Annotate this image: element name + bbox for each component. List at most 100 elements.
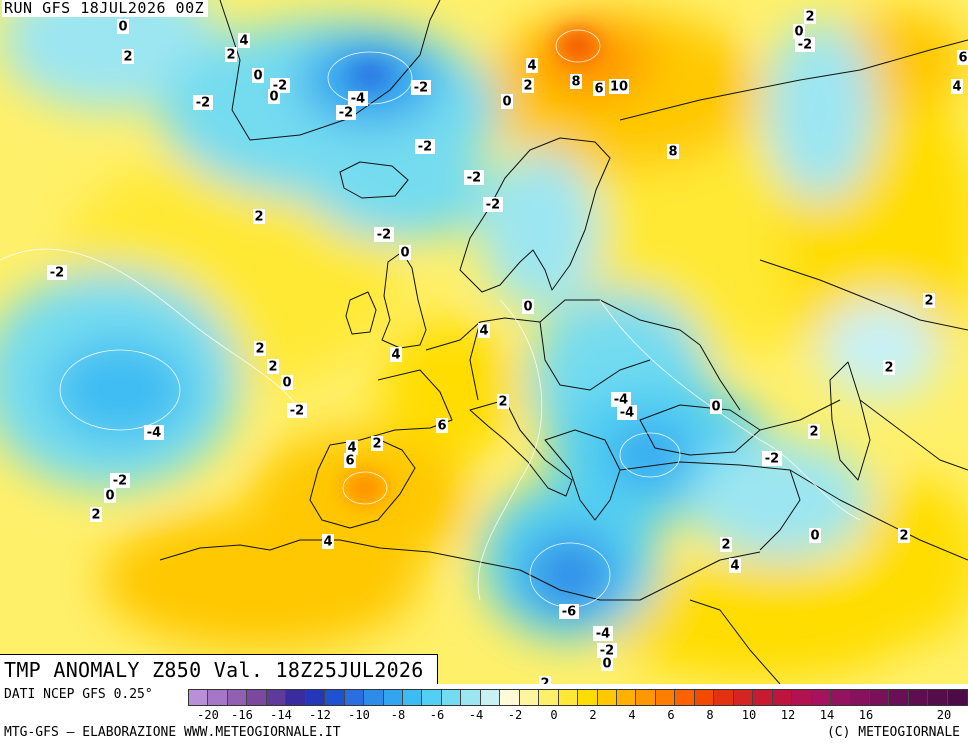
contour-label-background — [122, 49, 134, 64]
contour-value-label: -2 — [50, 266, 64, 281]
contour-label-background — [497, 394, 509, 409]
colorbar-swatch — [325, 690, 345, 705]
contour-value-label: 0 — [523, 300, 532, 315]
colorbar-swatch — [383, 690, 403, 705]
colorbar-swatch — [714, 690, 734, 705]
contour-label-background — [254, 341, 266, 356]
colorbar-tick-label: 10 — [741, 708, 757, 722]
contour-label-background — [526, 58, 538, 73]
contour-value-label: -4 — [620, 406, 634, 421]
colorbar-tick-label: -16 — [231, 708, 253, 722]
contour-label-background — [804, 9, 816, 24]
contour-value-label: 0 — [118, 20, 127, 35]
contour-label-background — [374, 227, 394, 242]
colorbar-swatch — [266, 690, 287, 705]
anomaly-map: 0 2 4 2 0 -2 -2 0 -4 -2 -2 0 4 2 8 6 10 -2 8 -2 -2 2 -2 0 -2 0 4 2 4… — [0, 0, 968, 684]
colorbar-swatch — [908, 690, 929, 705]
contour-value-label: 2 — [226, 48, 235, 63]
contour-label-background — [411, 80, 431, 95]
contour-label-background — [808, 424, 820, 439]
colorbar-swatch — [947, 690, 968, 705]
contour-value-label: 10 — [610, 80, 628, 95]
contour-value-label: 4 — [347, 441, 356, 456]
colorbar-swatch — [675, 690, 695, 705]
contour-value-label: 0 — [253, 69, 262, 84]
contour-label-background — [720, 537, 732, 552]
contour-value-label: 0 — [105, 489, 114, 504]
colorbar-swatch — [636, 690, 656, 705]
contour-value-label: -2 — [418, 140, 432, 155]
contour-value-label: 0 — [502, 95, 511, 110]
colorbar-tick-label: 16 — [858, 708, 874, 722]
anomaly-field — [0, 0, 968, 680]
contour-label-background — [193, 95, 213, 110]
data-source: DATI NCEP GFS 0.25° — [4, 687, 153, 702]
anomaly-cores — [345, 30, 598, 503]
contour-value-label: -2 — [290, 404, 304, 419]
colorbar-tick-label: 2 — [589, 708, 597, 722]
contour-value-label: 0 — [269, 90, 278, 105]
colorbar-tick-label: 8 — [706, 708, 714, 722]
contour-value-label: 4 — [527, 59, 536, 74]
contour-label-background — [898, 528, 910, 543]
contour-value-label: 6 — [594, 82, 603, 97]
contour-label-background — [415, 139, 435, 154]
colorbar-swatch — [344, 690, 365, 705]
contour-value-label: 4 — [323, 535, 332, 550]
contour-label-background — [923, 293, 935, 308]
contour-label-background — [390, 347, 402, 362]
credit: MTG-GFS – ELABORAZIONE WWW.METEOGIORNALE… — [4, 725, 341, 740]
colorbar-swatch — [500, 690, 520, 705]
colorbar-swatch — [441, 690, 462, 705]
contour-value-label: 2 — [924, 294, 933, 309]
contour-label-background — [597, 643, 617, 658]
contour-value-label: -2 — [414, 81, 428, 96]
colorbar-tick-label: -14 — [270, 708, 292, 722]
contour-label-background — [281, 375, 293, 390]
contour-value-label: -2 — [486, 198, 500, 213]
contour-value-label: 2 — [523, 79, 532, 94]
contour-value-label: -4 — [147, 426, 161, 441]
contour-label-background — [346, 440, 358, 455]
contour-value-label: 6 — [345, 454, 354, 469]
contour-label-background — [883, 360, 895, 375]
contour-label-background — [253, 209, 265, 224]
colorbar-swatch — [305, 690, 326, 705]
colorbar-swatch — [616, 690, 637, 705]
contour-value-label: 4 — [391, 348, 400, 363]
contour-value-label: -4 — [351, 92, 365, 107]
contour-value-label: 2 — [372, 437, 381, 452]
contour-value-label: 8 — [668, 145, 677, 160]
colorbar-tick-label: -8 — [390, 708, 406, 722]
colorbar-tick-label: -12 — [309, 708, 331, 722]
contour-label-background — [617, 405, 637, 420]
contour-label-background — [287, 403, 307, 418]
contour-value-label: 4 — [479, 324, 488, 339]
contour-label-background — [793, 24, 805, 39]
contour-value-label: -2 — [339, 106, 353, 121]
contour-label-background — [951, 79, 963, 94]
colorbar-swatch — [869, 690, 890, 705]
contour-label-background — [464, 170, 484, 185]
colorbar-swatch — [772, 690, 793, 705]
contour-value-label: 4 — [239, 34, 248, 49]
contour-label-background — [609, 79, 629, 94]
contour-label-background — [795, 37, 815, 52]
contour-value-label: 2 — [255, 342, 264, 357]
contour-label-background — [110, 473, 130, 488]
contour-label-background — [90, 507, 102, 522]
contour-label-background — [593, 81, 605, 96]
colorbar-swatch — [519, 690, 540, 705]
contour-value-label: -6 — [562, 605, 576, 620]
contour-label-background — [501, 94, 513, 109]
contour-value-label: 4 — [952, 80, 961, 95]
colorbar-swatch — [578, 690, 598, 705]
contour-value-label: 0 — [810, 529, 819, 544]
contour-value-label: -2 — [196, 96, 210, 111]
colorbar-tick-label: 4 — [628, 708, 636, 722]
contour-value-label: 4 — [730, 559, 739, 574]
colorbar-swatch — [364, 690, 384, 705]
colorbar-tick-label: -20 — [197, 708, 219, 722]
colorbar-swatch — [830, 690, 851, 705]
